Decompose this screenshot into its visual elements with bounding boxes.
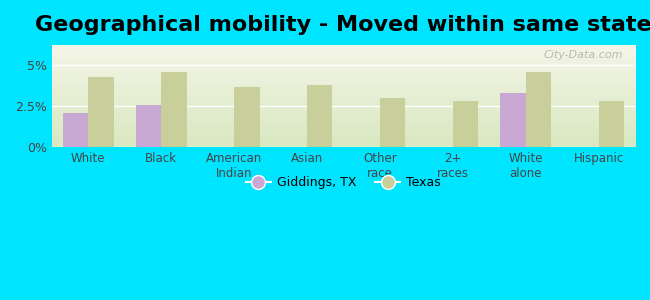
Bar <box>88 77 114 147</box>
Bar <box>526 72 551 147</box>
Text: City-Data.com: City-Data.com <box>544 50 623 60</box>
Bar <box>62 113 88 147</box>
Bar <box>307 85 332 147</box>
Bar <box>136 105 161 147</box>
Bar <box>599 101 624 147</box>
Title: Geographical mobility - Moved within same state: Geographical mobility - Moved within sam… <box>35 15 650 35</box>
Bar <box>161 72 187 147</box>
Bar <box>500 93 526 147</box>
Bar <box>234 87 259 147</box>
Legend: Giddings, TX, Texas: Giddings, TX, Texas <box>240 171 446 194</box>
Bar <box>380 98 406 147</box>
Bar <box>453 101 478 147</box>
